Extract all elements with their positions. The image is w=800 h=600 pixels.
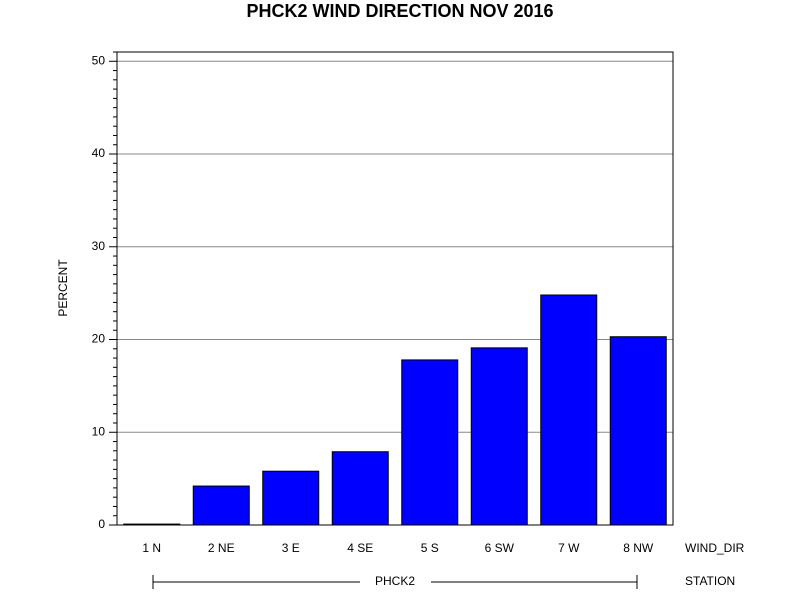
y-tick-label: 50: [92, 53, 106, 67]
group-axis-label: STATION: [685, 574, 735, 588]
x-tick-label: 8 NW: [623, 541, 654, 555]
bar: [192, 485, 250, 526]
bar: [470, 347, 528, 526]
chart-title: PHCK2 WIND DIRECTION NOV 2016: [246, 1, 553, 21]
bar: [540, 294, 598, 526]
y-tick-label: 0: [98, 517, 105, 531]
group-label: PHCK2: [375, 574, 415, 588]
y-tick-label: 10: [92, 424, 106, 438]
x-tick-label: 4 SE: [347, 541, 373, 555]
x-tick-label: 5 S: [421, 541, 439, 555]
bar: [609, 336, 667, 526]
x-tick-label: 2 NE: [208, 541, 235, 555]
x-tick-label: 6 SW: [485, 541, 515, 555]
y-tick-label: 40: [92, 146, 106, 160]
x-tick-label: 1 N: [142, 541, 161, 555]
x-tick-label: 7 W: [558, 541, 580, 555]
x-axis-label: WIND_DIR: [685, 541, 745, 555]
plot-frame: [116, 51, 674, 526]
bar: [331, 451, 389, 526]
bar: [401, 359, 459, 526]
y-tick-label: 30: [92, 239, 106, 253]
x-tick-label: 3 E: [282, 541, 300, 555]
y-axis-label: PERCENT: [56, 259, 70, 317]
y-tick-label: 20: [92, 332, 106, 346]
bar: [262, 470, 320, 526]
